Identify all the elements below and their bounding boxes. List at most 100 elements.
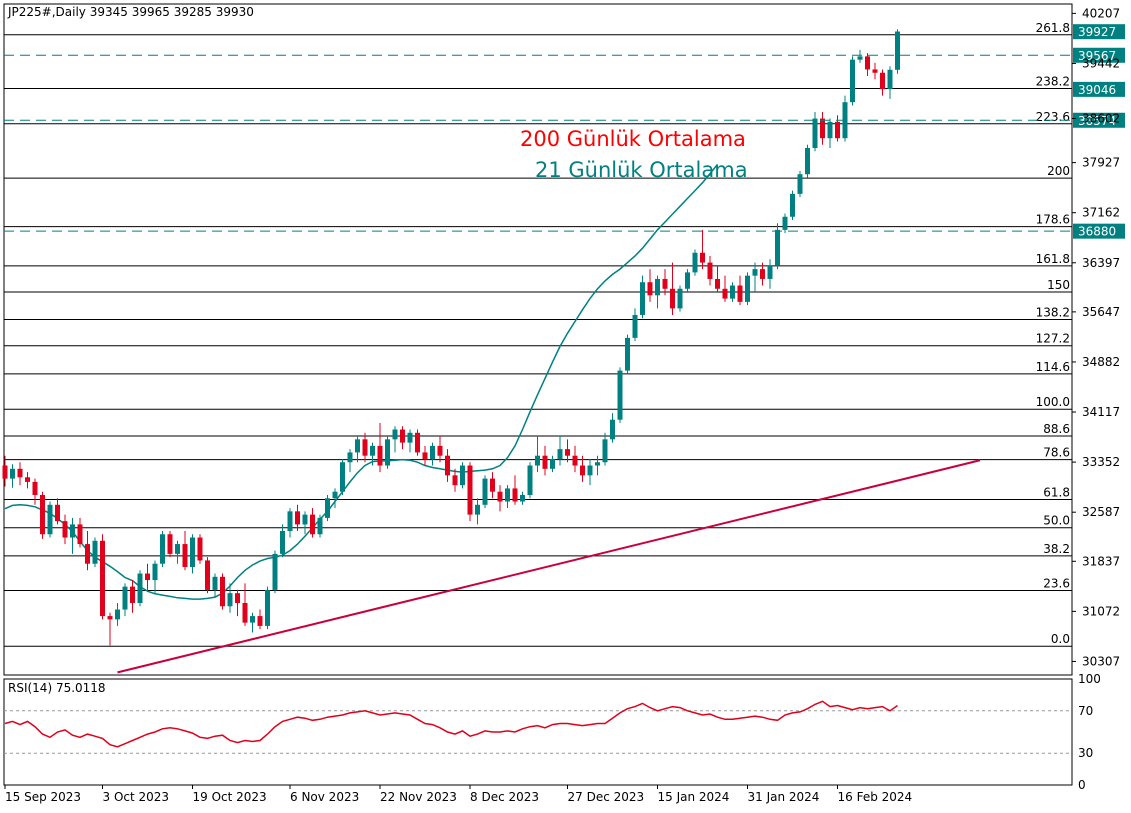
candle [737,275,743,306]
candle [160,530,165,567]
candle [775,223,780,270]
rsi-tick-label: 0 [1078,778,1086,792]
rsi-tick-label: 30 [1078,746,1093,760]
candle-body [415,432,420,453]
price-tick-label: 36397 [1082,256,1120,270]
candle-body [685,272,690,289]
candle-body [587,465,593,476]
candle [32,478,38,505]
fib-label: 88.6 [1043,422,1070,436]
fib-label: 127.2 [1036,332,1070,346]
candle [842,95,848,142]
candle-body [527,465,533,495]
price-label-box [1073,223,1125,239]
candle [632,308,638,342]
candle [145,563,150,590]
candle [317,514,323,538]
candle-body [445,455,450,476]
candle [227,583,233,613]
candle-body [47,504,53,535]
candle [512,475,518,505]
candle [332,488,338,509]
candle [782,213,788,234]
fib-label: 261.8 [1036,21,1070,35]
candle-body [212,576,218,590]
price-tick-label: 40207 [1082,6,1120,20]
candle [602,432,608,466]
candle [857,49,863,63]
price-tick-label: 31837 [1082,554,1120,568]
candle [482,475,488,509]
candle [295,504,300,531]
candle [152,560,158,594]
candle-body [280,530,285,554]
price-label: 39927 [1078,25,1116,39]
candle [850,56,855,106]
candle [865,53,870,77]
candle [617,367,623,423]
candle [760,262,765,286]
candle [490,472,495,499]
candle [505,485,510,509]
candle [670,262,675,315]
time-tick-label: 3 Oct 2023 [103,790,170,804]
rsi-tick-label: 70 [1078,704,1093,718]
candle [122,583,128,617]
candle [100,534,105,620]
candle [47,501,53,538]
candle [700,229,705,270]
candle [377,422,383,473]
candle [625,334,630,374]
price-label-box [1073,24,1125,40]
candle-body [437,445,443,456]
candle [520,491,525,505]
time-tick-label: 15 Sep 2023 [5,790,81,804]
candle-body [535,455,540,466]
candle [415,429,420,456]
candle-body [550,458,555,469]
candle-body [520,494,525,502]
candle-body [797,174,803,194]
candle [677,285,683,312]
candle-body [407,432,413,443]
candle-body [385,439,390,466]
candle-body [482,478,488,505]
chart-title: JP225#,Daily 39345 39965 39285 39930 [7,5,254,19]
rsi-title: RSI(14) 75.0118 [8,681,106,695]
candle [370,442,375,466]
time-tick-label: 19 Oct 2023 [193,790,267,804]
fib-label: 61.8 [1043,486,1070,500]
candle-body [782,216,788,230]
candle-body [602,439,608,463]
candle-body [692,252,698,273]
candle-body [295,511,300,525]
time-tick-label: 16 Feb 2024 [838,790,913,804]
candle [355,436,360,463]
candle [647,269,653,302]
candle-body [55,504,60,522]
fib-label: 38.2 [1043,542,1070,556]
price-tick-label: 37162 [1082,206,1120,220]
candle [257,609,263,630]
candle-body [700,252,705,263]
candle-body [325,498,330,518]
fib-label: 78.6 [1043,446,1070,460]
candle-body [227,593,233,607]
price-label: 39046 [1078,83,1116,97]
candle-body [595,462,600,466]
price-axis: 40207 39442 38602 37927 37162 36397 35647 34882… [1072,6,1120,668]
candle [130,580,135,613]
candle-body [370,445,375,456]
candle [497,485,503,512]
price-label: 38574 [1078,114,1116,128]
candle-body [760,269,765,279]
candle-body [887,69,893,90]
candle-body [895,31,900,70]
candle [407,429,413,453]
candle-body [767,265,773,279]
candle-body [317,517,323,535]
candle-body [130,586,135,603]
candle [92,537,98,567]
